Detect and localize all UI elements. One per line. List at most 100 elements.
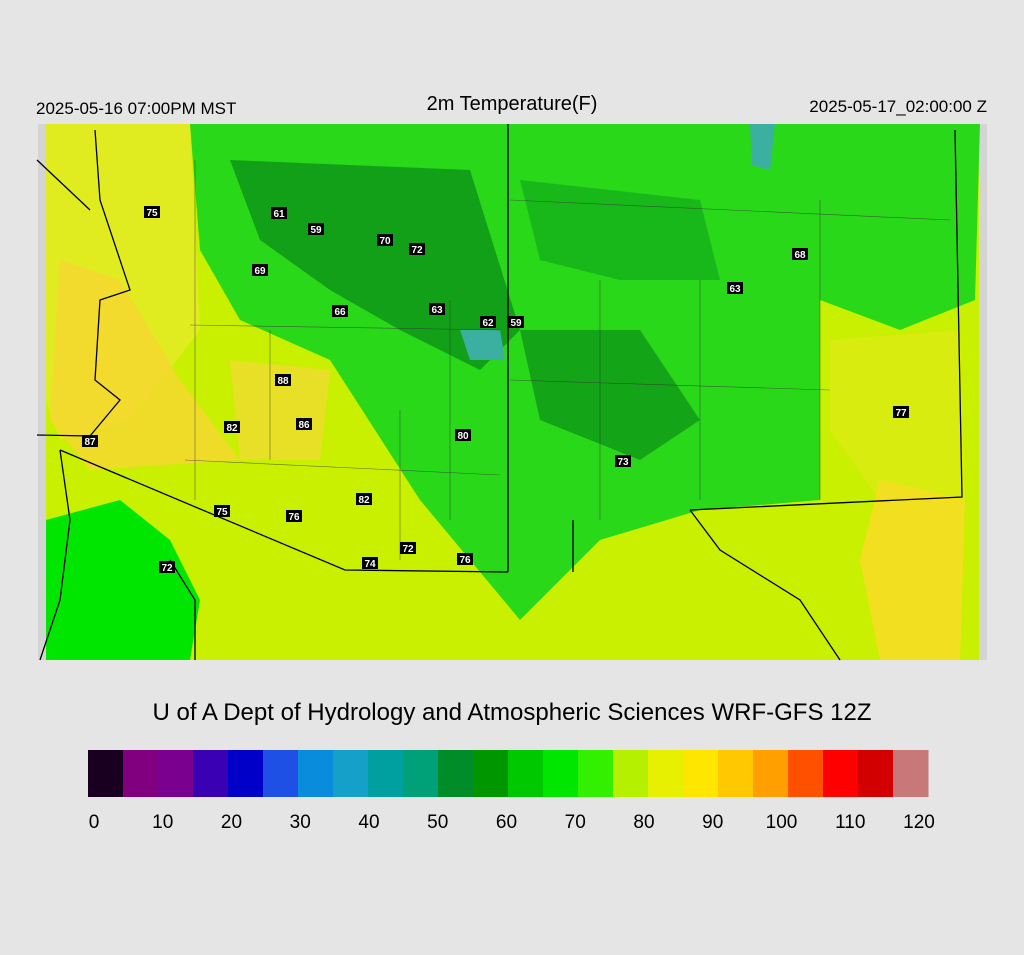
- station-temperature: 87: [84, 437, 96, 448]
- color-band: [333, 750, 369, 797]
- color-band: [893, 750, 929, 797]
- color-band: [718, 750, 754, 797]
- color-band: [298, 750, 334, 797]
- colorbar-tick-label: 40: [358, 812, 379, 833]
- station-temperature: 88: [277, 376, 289, 387]
- valid-utc-time: 2025-05-17_02:00:00 Z: [809, 97, 987, 116]
- color-band: [158, 750, 194, 797]
- station-box: [455, 429, 471, 441]
- station-box: [144, 206, 160, 218]
- station-box: [429, 303, 445, 315]
- station-box: [727, 282, 743, 294]
- colorbar-tick-label: 20: [221, 812, 242, 833]
- colorbar-tick-label: 60: [496, 812, 517, 833]
- station-box: [400, 542, 416, 554]
- station-temperature: 63: [729, 284, 741, 295]
- station-box: [508, 316, 524, 328]
- colorbar-tick-label: 100: [766, 812, 798, 833]
- station-temperature: 69: [254, 266, 266, 277]
- color-band: [543, 750, 579, 797]
- station-temperature: 72: [411, 245, 423, 256]
- field-gulf: [46, 500, 200, 660]
- color-band: [438, 750, 474, 797]
- station-temperature: 72: [402, 544, 414, 555]
- field-hot-basin: [230, 360, 330, 460]
- station-temperature: 74: [364, 559, 376, 570]
- field-cool-mountains: [520, 330, 700, 460]
- station-temperature: 82: [358, 495, 370, 506]
- station-box: [457, 553, 473, 565]
- station-box: [480, 316, 496, 328]
- colorbar-tick-label: 50: [427, 812, 448, 833]
- station-temperature: 61: [273, 209, 285, 220]
- station-box: [82, 435, 98, 447]
- map-title: 2m Temperature(F): [427, 93, 598, 115]
- station-box: [362, 557, 378, 569]
- field-plains: [520, 180, 720, 280]
- station-box: [224, 421, 240, 433]
- colorbar-tick-label: 30: [290, 812, 311, 833]
- station-box: [356, 493, 372, 505]
- colorbar-tick-label: 10: [152, 812, 173, 833]
- color-band: [368, 750, 404, 797]
- station-temperature: 77: [895, 408, 907, 419]
- station-box: [409, 243, 425, 255]
- map-field: [36, 124, 987, 661]
- state-borders: [36, 124, 963, 661]
- field-cold-peak: [460, 330, 505, 360]
- color-band: [683, 750, 719, 797]
- station-temperature: 68: [794, 250, 806, 261]
- color-band: [473, 750, 509, 797]
- station-temperature: 62: [482, 318, 494, 329]
- field-hot-valley: [50, 260, 240, 470]
- color-band: [228, 750, 264, 797]
- station-temperature: 73: [617, 457, 629, 468]
- station-box: [792, 248, 808, 260]
- station-temperature: 75: [216, 507, 228, 518]
- station-temperature: 76: [288, 512, 300, 523]
- color-band: [263, 750, 299, 797]
- station-temperature: 76: [459, 555, 471, 566]
- station-box: [252, 264, 268, 276]
- station-temperature: 59: [310, 225, 322, 236]
- station-temperature: 59: [510, 318, 522, 329]
- colorbar-tick-label: 0: [89, 812, 100, 833]
- valid-local-time: 2025-05-16 07:00PM MST: [36, 99, 236, 118]
- color-band: [788, 750, 824, 797]
- station-box: [615, 455, 631, 467]
- station-box: [893, 406, 909, 418]
- colorbar-tick-label: 90: [702, 812, 723, 833]
- color-band: [858, 750, 894, 797]
- color-band: [88, 750, 124, 797]
- color-band: [648, 750, 684, 797]
- station-temperature: 80: [457, 431, 469, 442]
- field-cool-highlands: [230, 160, 520, 370]
- station-box: [271, 207, 287, 219]
- station-temperature: 70: [379, 236, 391, 247]
- station-temperature: 63: [431, 305, 443, 316]
- color-band: [123, 750, 159, 797]
- color-band: [403, 750, 439, 797]
- color-band: [613, 750, 649, 797]
- station-box: [308, 223, 324, 235]
- colorbar-tick-label: 110: [835, 812, 865, 833]
- color-band: [823, 750, 859, 797]
- station-box: [214, 505, 230, 517]
- station-box: [275, 374, 291, 386]
- color-band: [508, 750, 544, 797]
- color-band: [753, 750, 789, 797]
- colorbar-tick-label: 70: [565, 812, 586, 833]
- county-borders: [184, 160, 951, 560]
- station-temperature: 82: [226, 423, 238, 434]
- colorbar: 0 10 20 30 40 50 60 70 80 90 100 110 120: [88, 750, 935, 833]
- color-band: [193, 750, 229, 797]
- station-temperature: 72: [161, 563, 173, 574]
- station-labels: 75 61 59 70 72 69 66 63 62 59 68 63 88 82 86 87 80 73 77 75…: [82, 206, 909, 574]
- station-box: [159, 561, 175, 573]
- colorbar-tick-label: 80: [633, 812, 654, 833]
- credit-line: U of A Dept of Hydrology and Atmospheric…: [153, 699, 872, 726]
- field-east-warm: [860, 480, 965, 660]
- station-temperature: 86: [298, 420, 310, 431]
